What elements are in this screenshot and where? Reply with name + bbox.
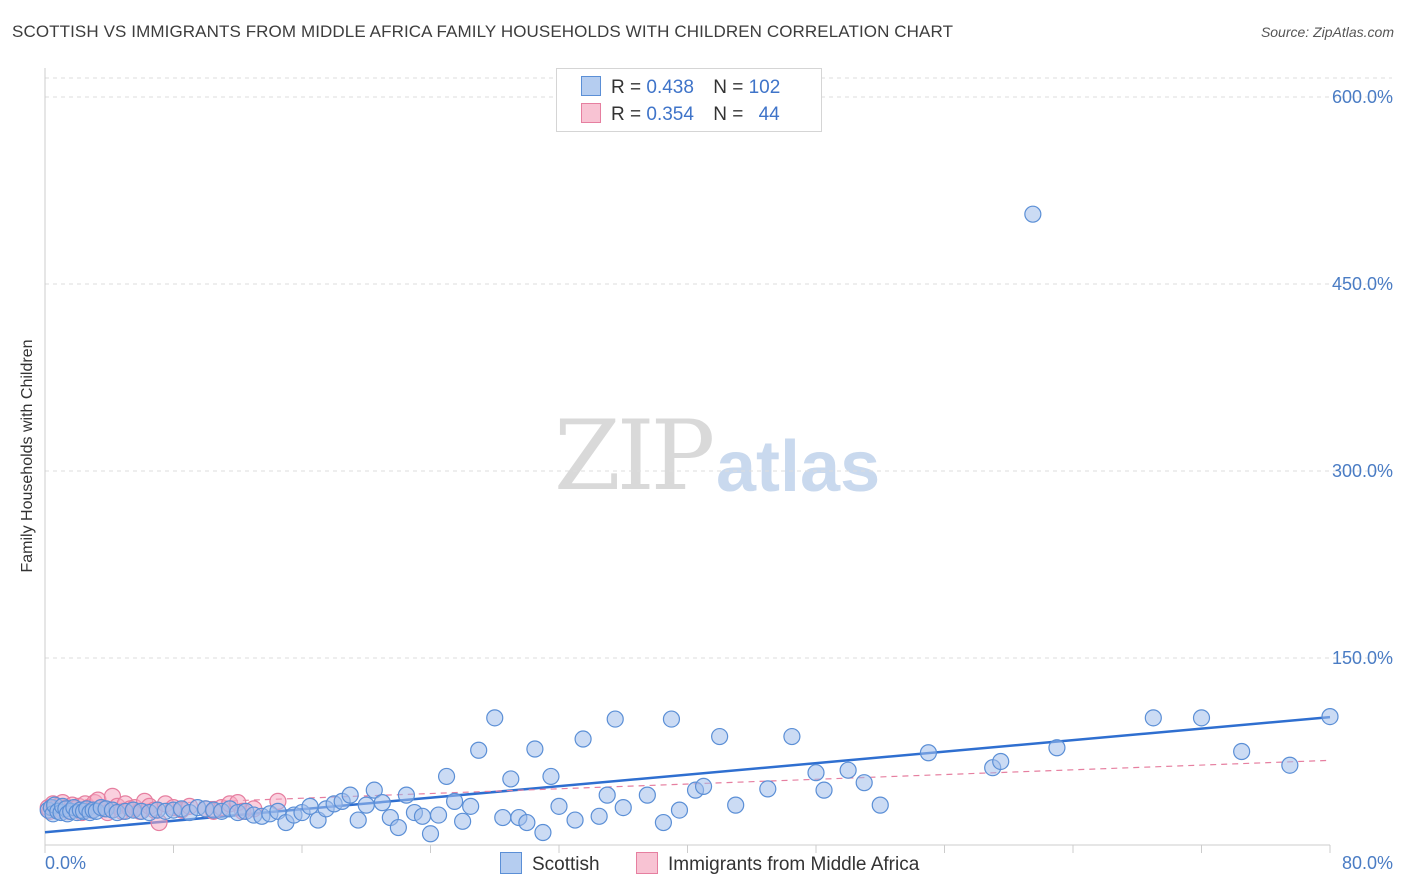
bottom-legend-swatch-immigrants bbox=[636, 852, 658, 874]
scottish-point bbox=[855, 774, 873, 792]
scottish-point bbox=[574, 730, 592, 748]
legend-swatch-scottish bbox=[581, 76, 601, 96]
scottish-point bbox=[413, 807, 432, 825]
scottish-point bbox=[590, 807, 608, 825]
y-tick-label: 450.0% bbox=[1332, 274, 1393, 294]
scottish-point bbox=[727, 796, 745, 814]
scottish-point bbox=[1192, 709, 1211, 727]
scottish-point bbox=[992, 752, 1010, 771]
scottish-point bbox=[373, 794, 391, 812]
bottom-legend-scottish: Scottish bbox=[500, 852, 600, 876]
scottish-point bbox=[670, 801, 689, 819]
scottish-point bbox=[534, 823, 552, 842]
scottish-point bbox=[365, 781, 383, 799]
scottish-point bbox=[1144, 709, 1162, 727]
legend-r-label: R = bbox=[611, 77, 642, 98]
legend-row-immigrants: R = 0.354 N = 44 bbox=[581, 103, 780, 125]
scottish-point bbox=[462, 797, 480, 815]
scottish-point bbox=[598, 786, 616, 804]
legend-r-value-scottish: 0.438 bbox=[646, 77, 694, 98]
scottish-point bbox=[759, 780, 777, 798]
scottish-point bbox=[1281, 756, 1299, 774]
scottish-point bbox=[839, 761, 857, 779]
scottish-point bbox=[502, 770, 520, 788]
scottish-point bbox=[518, 813, 536, 832]
scottish-point bbox=[783, 727, 801, 746]
watermark-atlas: atlas bbox=[716, 427, 881, 507]
scottish-point bbox=[389, 818, 407, 837]
bottom-legend-label-immigrants: Immigrants from Middle Africa bbox=[668, 854, 920, 875]
scottish-point bbox=[445, 792, 464, 810]
bottom-legend-immigrants: Immigrants from Middle Africa bbox=[636, 852, 919, 876]
chart-title: SCOTTISH VS IMMIGRANTS FROM MIDDLE AFRIC… bbox=[12, 22, 954, 41]
y-tick-label: 600.0% bbox=[1332, 87, 1393, 107]
y-tick-label: 150.0% bbox=[1332, 648, 1393, 668]
scottish-point bbox=[566, 811, 584, 829]
legend-swatch-immigrants bbox=[581, 103, 601, 123]
scottish-point bbox=[454, 812, 472, 830]
legend-n-value-scottish: 102 bbox=[748, 77, 781, 98]
legend-n-label: N = bbox=[713, 77, 744, 98]
scottish-point bbox=[919, 744, 938, 762]
x-tick-label: 0.0% bbox=[45, 853, 86, 873]
scottish-point bbox=[606, 710, 624, 728]
legend-r-label: R = bbox=[611, 104, 642, 125]
scottish-point bbox=[397, 786, 416, 804]
scottish-point bbox=[1024, 205, 1042, 223]
immigrants-trend-line bbox=[44, 759, 1331, 809]
scottish-point bbox=[807, 764, 825, 782]
scottish-point bbox=[1233, 742, 1251, 761]
scottish-point bbox=[1048, 739, 1066, 757]
x-tick-label: 80.0% bbox=[1342, 853, 1393, 873]
bottom-legend-swatch-scottish bbox=[500, 852, 522, 874]
scottish-point bbox=[357, 796, 375, 814]
scottish-point bbox=[470, 741, 488, 759]
scottish-point bbox=[341, 786, 359, 804]
legend-n-label: N = bbox=[713, 104, 744, 125]
scottish-point bbox=[550, 797, 568, 815]
bottom-legend-label-scottish: Scottish bbox=[532, 854, 600, 875]
scottish-point bbox=[614, 798, 632, 817]
scottish-point bbox=[662, 710, 681, 728]
legend-n-value-immigrants: 44 bbox=[758, 104, 780, 125]
scottish-point bbox=[694, 777, 713, 796]
scottish-point bbox=[711, 727, 729, 746]
scottish-point bbox=[871, 796, 889, 814]
scottish-point bbox=[429, 806, 448, 824]
scottish-point bbox=[494, 808, 512, 827]
y-tick-label: 300.0% bbox=[1332, 461, 1393, 481]
scottish-point bbox=[486, 709, 504, 727]
scottish-point bbox=[638, 786, 656, 804]
scottish-point bbox=[815, 781, 833, 799]
scottish-point bbox=[349, 811, 367, 829]
source-label: Source: ZipAtlas.com bbox=[1260, 24, 1394, 40]
scottish-point bbox=[526, 740, 544, 758]
watermark-zip: ZIP bbox=[554, 400, 715, 512]
scottish-point bbox=[437, 767, 456, 786]
stats-legend: R = 0.438 N = 102 R = 0.354 N = 44 bbox=[556, 68, 822, 132]
scottish-point bbox=[542, 767, 560, 786]
scottish-point bbox=[1321, 707, 1339, 726]
scottish-point bbox=[421, 825, 440, 843]
legend-r-value-immigrants: 0.354 bbox=[646, 104, 694, 125]
legend-row-scottish: R = 0.438 N = 102 bbox=[581, 76, 780, 98]
scottish-point bbox=[654, 813, 673, 832]
